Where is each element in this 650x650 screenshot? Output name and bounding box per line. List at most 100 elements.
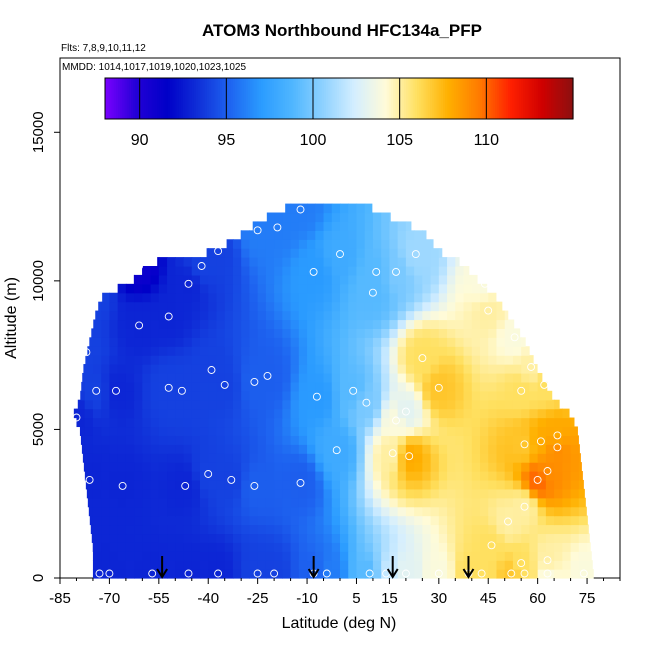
heat-cell	[282, 488, 292, 499]
heat-cell	[570, 551, 580, 561]
heat-cell	[290, 560, 300, 570]
heat-cell	[488, 462, 498, 472]
heat-cell	[101, 435, 111, 445]
sample-point	[135, 262, 144, 270]
heat-cell	[455, 346, 465, 356]
heat-cell	[422, 506, 432, 517]
heat-cell	[381, 301, 391, 312]
colorbar-segment	[453, 78, 457, 119]
colorbar-segment	[566, 78, 570, 119]
heat-cell	[364, 203, 373, 214]
heat-cell	[512, 551, 522, 561]
heat-cell	[101, 328, 111, 338]
heat-cell	[422, 524, 432, 535]
heat-cell	[480, 444, 489, 454]
heat-cell	[183, 551, 193, 561]
heat-cell	[331, 417, 341, 428]
sample-point	[296, 205, 305, 214]
heat-cell	[372, 497, 382, 508]
heat-cell	[463, 319, 473, 329]
heat-cell	[232, 497, 242, 508]
heat-cell	[414, 426, 423, 436]
heat-cell	[290, 551, 300, 561]
heat-cell	[315, 444, 325, 454]
heat-cell	[315, 390, 325, 401]
heat-cell	[397, 435, 407, 445]
heat-cell	[331, 266, 341, 276]
heat-cell	[298, 337, 308, 347]
heat-cell	[282, 381, 292, 392]
heat-cell	[315, 497, 325, 508]
heat-cell	[92, 435, 102, 445]
heat-cell	[521, 426, 531, 436]
colorbar-segment	[544, 78, 548, 119]
colorbar-segment	[126, 78, 130, 119]
heat-cell	[455, 408, 465, 419]
heat-cell	[529, 364, 538, 374]
heat-cell	[290, 301, 300, 312]
sample-point	[507, 569, 516, 578]
heat-cell	[101, 381, 111, 392]
heat-cell	[92, 417, 102, 428]
heat-cell	[208, 328, 218, 338]
colorbar-segment	[542, 78, 546, 119]
heat-cell	[142, 515, 152, 526]
heat-cell	[125, 417, 135, 428]
heat-cell	[183, 453, 193, 463]
heat-cell	[241, 399, 251, 410]
heat-cell	[298, 426, 308, 436]
heat-cell	[87, 346, 94, 356]
heat-cell	[282, 444, 292, 454]
heat-cell	[183, 266, 193, 276]
heat-cell	[496, 372, 506, 383]
heat-cell	[471, 497, 481, 508]
sample-point	[72, 413, 81, 422]
heat-cell	[570, 560, 580, 570]
heat-cell	[298, 266, 308, 276]
heat-cell	[307, 328, 316, 338]
heat-cell	[150, 488, 160, 499]
heat-cell	[265, 488, 275, 499]
heat-cell	[529, 417, 539, 428]
heat-cell	[200, 560, 209, 570]
heat-cell	[496, 569, 506, 579]
heat-cell	[175, 497, 185, 508]
colorbar-segment	[358, 78, 362, 119]
heat-cell	[537, 471, 547, 481]
heat-cell	[438, 319, 448, 329]
heat-cell	[315, 462, 325, 472]
heat-cell	[134, 319, 143, 329]
heat-cell	[183, 444, 193, 454]
colorbar-segment	[274, 78, 277, 119]
colorbar-segment	[133, 78, 136, 119]
x-tick-label: 45	[480, 590, 497, 607]
heat-cell	[512, 488, 522, 499]
heat-cell	[117, 381, 127, 392]
heat-cell	[570, 488, 580, 499]
heat-cell	[208, 497, 218, 508]
heat-cell	[92, 497, 102, 508]
heat-cell	[191, 266, 201, 276]
heat-cell	[232, 310, 242, 321]
heat-cell	[430, 426, 440, 436]
heat-cell	[109, 462, 119, 472]
heat-cell	[529, 381, 539, 392]
heat-cell	[150, 337, 160, 347]
heat-cell	[554, 426, 563, 436]
heat-cell	[282, 310, 292, 321]
colorbar-segment	[278, 78, 282, 119]
sample-point	[273, 223, 282, 232]
heat-cell	[463, 426, 473, 436]
colorbar-segment	[118, 78, 121, 119]
heat-cell	[134, 435, 143, 445]
colorbar-segment	[458, 78, 461, 119]
heat-cell	[340, 399, 349, 410]
heat-cell	[224, 488, 234, 499]
colorbar-segment	[471, 78, 474, 119]
heat-cell	[463, 524, 473, 535]
heat-cell	[315, 453, 325, 463]
heat-cell	[438, 346, 448, 356]
heat-cell	[529, 462, 539, 472]
heat-cell	[578, 462, 582, 472]
heat-cell	[274, 301, 283, 312]
